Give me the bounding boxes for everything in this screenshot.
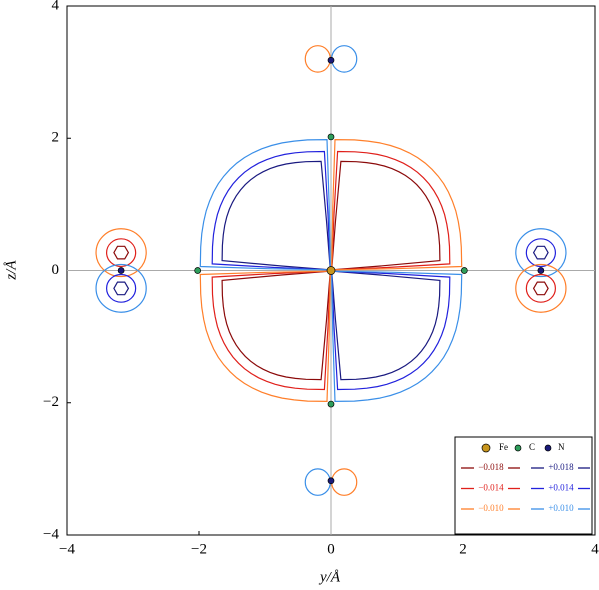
atom-marker (537, 267, 545, 274)
atom-marker (117, 267, 125, 274)
contour-line (532, 245, 549, 260)
contour-line (304, 45, 331, 73)
y-tick-label: −4 (43, 526, 59, 542)
legend-label: C (529, 442, 535, 452)
x-tick-label: −4 (59, 541, 75, 557)
atom-marker (194, 267, 202, 274)
contour-line (331, 150, 451, 271)
y-tick-label: 4 (52, 0, 60, 13)
atom-marker (460, 267, 468, 274)
contour-line (304, 468, 331, 496)
contour-line (221, 270, 331, 381)
legend-label: −0.010 (478, 503, 504, 513)
atom-marker (327, 400, 335, 408)
contour-line (525, 238, 556, 268)
contour-line (331, 270, 441, 381)
contour-line (211, 150, 331, 271)
y-axis-label: z/Å (3, 260, 19, 281)
contour-line (199, 138, 331, 271)
contour-line (199, 270, 331, 403)
atom-marker (327, 56, 335, 64)
contour-line (331, 45, 358, 73)
contour-line (95, 263, 147, 313)
x-tick-label: 0 (327, 541, 335, 557)
legend-marker (544, 444, 552, 452)
x-tick-label: 4 (591, 541, 599, 557)
legend-label: N (558, 442, 565, 452)
contour-line (515, 263, 567, 313)
y-tick-label: 0 (52, 262, 60, 278)
x-tick-label: −2 (191, 541, 207, 557)
atom-marker (327, 477, 335, 485)
legend-marker (481, 443, 491, 453)
legend-label: −0.018 (478, 462, 504, 472)
atom-marker (327, 133, 335, 141)
contour-line (331, 270, 451, 391)
contour-line (525, 273, 556, 303)
x-tick-label: 2 (459, 541, 467, 557)
contour-line (515, 228, 567, 278)
y-tick-label: −2 (43, 394, 59, 410)
contour-line (113, 245, 130, 260)
contour-line (331, 468, 358, 496)
contour-line (211, 270, 331, 391)
legend-box (454, 436, 593, 535)
legend-label: −0.014 (478, 483, 504, 493)
contour-line (532, 281, 549, 296)
contour-line (95, 228, 147, 278)
y-tick-label: 2 (52, 130, 60, 146)
contour-line (221, 160, 331, 271)
legend-label: +0.018 (548, 462, 574, 472)
contour-line (106, 273, 137, 303)
contour-line (331, 138, 463, 271)
legend-label: Fe (499, 442, 508, 452)
atom-marker (326, 266, 336, 275)
contour-line (331, 160, 441, 271)
legend: Fe C N −0.018 −0.014 −0.010 +0.018 +0.014 +0.010 (454, 436, 593, 535)
contour-line (106, 238, 137, 268)
legend-label: +0.014 (548, 483, 574, 493)
contour-line (113, 281, 130, 296)
legend-label: +0.010 (548, 503, 574, 513)
legend-marker (514, 444, 522, 452)
contour-line (331, 270, 463, 403)
x-axis-label: y/Å (318, 569, 341, 585)
